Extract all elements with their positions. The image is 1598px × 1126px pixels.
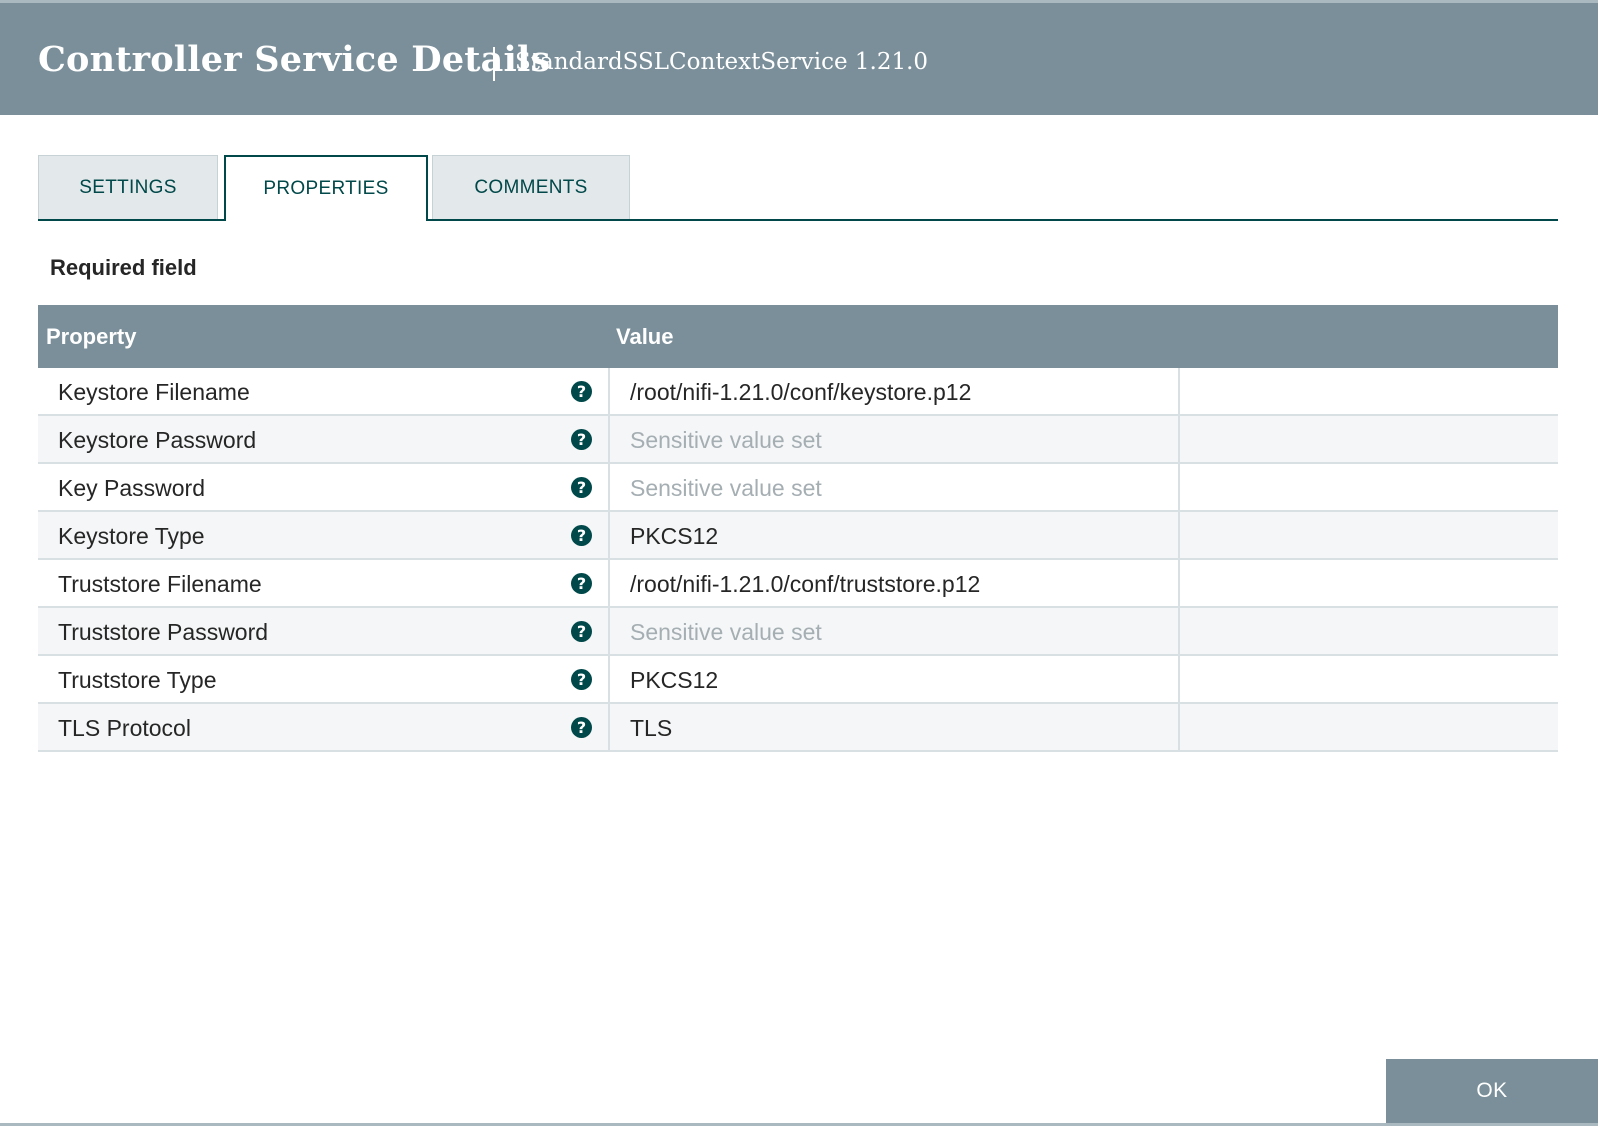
property-value[interactable]: /root/nifi-1.21.0/conf/keystore.p12 (630, 379, 972, 405)
property-name: Truststore Type (58, 667, 217, 693)
table-body: Keystore Filename? /root/nifi-1.21.0/conf… (38, 368, 1558, 752)
required-field-label: Required field (50, 255, 197, 280)
table-row[interactable]: Truststore Filename? /root/nifi-1.21.0/co… (38, 560, 1558, 608)
tab-properties[interactable]: PROPERTIES (224, 155, 428, 221)
question-circle-icon[interactable]: ? (571, 429, 592, 450)
column-divider (1178, 368, 1180, 414)
tab-settings[interactable]: SETTINGS (38, 155, 218, 219)
tab-comments[interactable]: COMMENTS (432, 155, 630, 219)
column-divider (1178, 416, 1180, 462)
table-row[interactable]: Truststore Password? Sensitive value set (38, 608, 1558, 656)
column-divider (608, 464, 610, 510)
question-circle-icon[interactable]: ? (571, 669, 592, 690)
question-circle-icon[interactable]: ? (571, 621, 592, 642)
property-value[interactable]: Sensitive value set (630, 619, 822, 645)
property-name: Keystore Filename (58, 379, 250, 405)
table-row[interactable]: Keystore Type? PKCS12 (38, 512, 1558, 560)
dialog-title: Controller Service Details (38, 39, 551, 80)
property-name: Keystore Type (58, 523, 205, 549)
column-divider (1178, 656, 1180, 702)
column-divider (608, 560, 610, 606)
property-value[interactable]: /root/nifi-1.21.0/conf/truststore.p12 (630, 571, 981, 597)
property-value[interactable]: Sensitive value set (630, 427, 822, 453)
property-value[interactable]: PKCS12 (630, 667, 719, 693)
top-border (0, 0, 1598, 3)
table-row[interactable]: TLS Protocol? TLS (38, 704, 1558, 752)
property-name: Key Password (58, 475, 206, 501)
question-circle-icon[interactable]: ? (571, 717, 592, 738)
column-divider (608, 416, 610, 462)
column-header-value[interactable]: Value (616, 324, 674, 349)
property-name: Truststore Password (58, 619, 269, 645)
dialog-subtitle: StandardSSLContextService 1.21.0 (515, 49, 929, 75)
properties-table: Property Value Keystore Filename? /root/n… (38, 305, 1558, 752)
property-name: Truststore Filename (58, 571, 262, 597)
question-circle-icon[interactable]: ? (571, 525, 592, 546)
question-circle-icon[interactable]: ? (571, 477, 592, 498)
column-divider (1178, 464, 1180, 510)
column-header-property[interactable]: Property (46, 324, 137, 349)
column-divider (608, 656, 610, 702)
header-separator (493, 47, 495, 81)
table-row[interactable]: Keystore Filename? /root/nifi-1.21.0/conf… (38, 368, 1558, 416)
tab-bar: SETTINGS PROPERTIES COMMENTS (38, 155, 1558, 221)
question-circle-icon[interactable]: ? (571, 381, 592, 402)
column-divider (608, 368, 610, 414)
column-divider (1178, 608, 1180, 654)
column-divider (608, 512, 610, 558)
property-value[interactable]: TLS (630, 715, 673, 741)
question-circle-icon[interactable]: ? (571, 573, 592, 594)
column-divider (1178, 704, 1180, 750)
table-header: Property Value (38, 305, 1558, 368)
property-value[interactable]: Sensitive value set (630, 475, 822, 501)
table-row[interactable]: Keystore Password? Sensitive value set (38, 416, 1558, 464)
property-name: Keystore Password (58, 427, 257, 453)
table-row[interactable]: Truststore Type? PKCS12 (38, 656, 1558, 704)
column-divider (1178, 560, 1180, 606)
property-name: TLS Protocol (58, 715, 191, 741)
column-divider (608, 608, 610, 654)
ok-button[interactable]: OK (1386, 1059, 1598, 1123)
column-divider (1178, 512, 1180, 558)
table-row[interactable]: Key Password? Sensitive value set (38, 464, 1558, 512)
dialog-header: Controller Service Details StandardSSLCo… (0, 3, 1598, 115)
property-value[interactable]: PKCS12 (630, 523, 719, 549)
column-divider (608, 704, 610, 750)
bottom-border (0, 1123, 1598, 1126)
